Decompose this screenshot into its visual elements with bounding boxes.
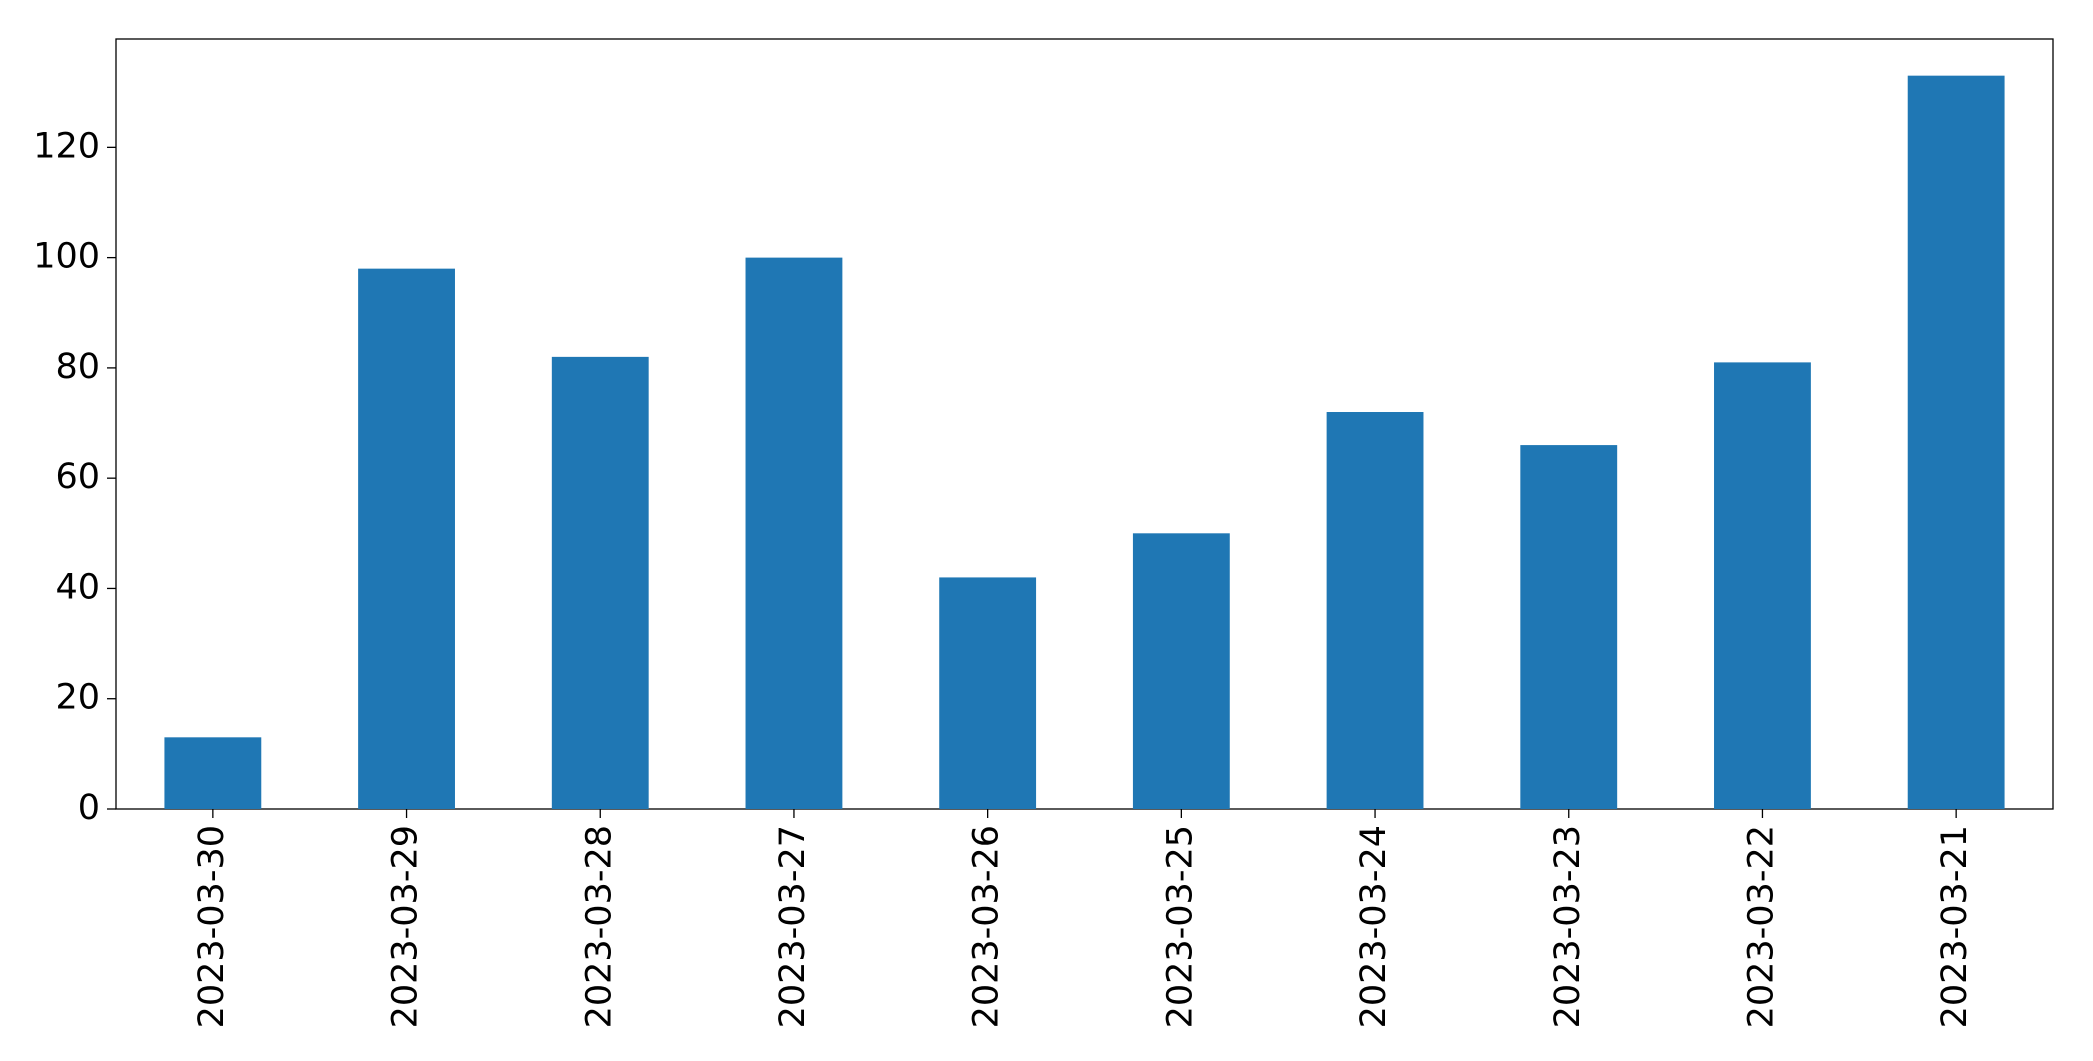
y-tick-label: 20 <box>55 678 100 718</box>
x-tick-label: 2023-03-30 <box>192 825 232 1028</box>
bar <box>164 737 262 809</box>
bar <box>1520 445 1618 809</box>
axes-frame <box>115 38 2054 810</box>
y-tick-label: 0 <box>78 788 100 828</box>
x-tick-label: 2023-03-29 <box>386 825 426 1028</box>
x-tick-label: 2023-03-26 <box>967 825 1007 1028</box>
y-tick-label: 40 <box>55 567 100 607</box>
y-tick-label: 100 <box>33 237 100 277</box>
y-tick-label: 60 <box>55 457 100 497</box>
x-tick-label: 2023-03-21 <box>1935 825 1975 1028</box>
x-tick-label: 2023-03-25 <box>1160 825 1200 1028</box>
x-tick-label: 2023-03-28 <box>579 825 619 1028</box>
bar <box>1907 75 2005 809</box>
x-tick-label: 2023-03-23 <box>1548 825 1588 1028</box>
bar <box>551 356 649 809</box>
bar <box>939 577 1037 809</box>
bar <box>1326 412 1424 809</box>
y-tick-label: 120 <box>33 126 100 166</box>
bar <box>1714 362 1811 809</box>
bar <box>1132 533 1230 809</box>
bar <box>745 257 843 809</box>
x-tick-label: 2023-03-24 <box>1354 825 1394 1028</box>
x-tick-label: 2023-03-27 <box>773 825 813 1028</box>
bar <box>358 268 455 809</box>
x-tick-label: 2023-03-22 <box>1741 825 1781 1028</box>
y-tick-label: 80 <box>55 347 100 387</box>
